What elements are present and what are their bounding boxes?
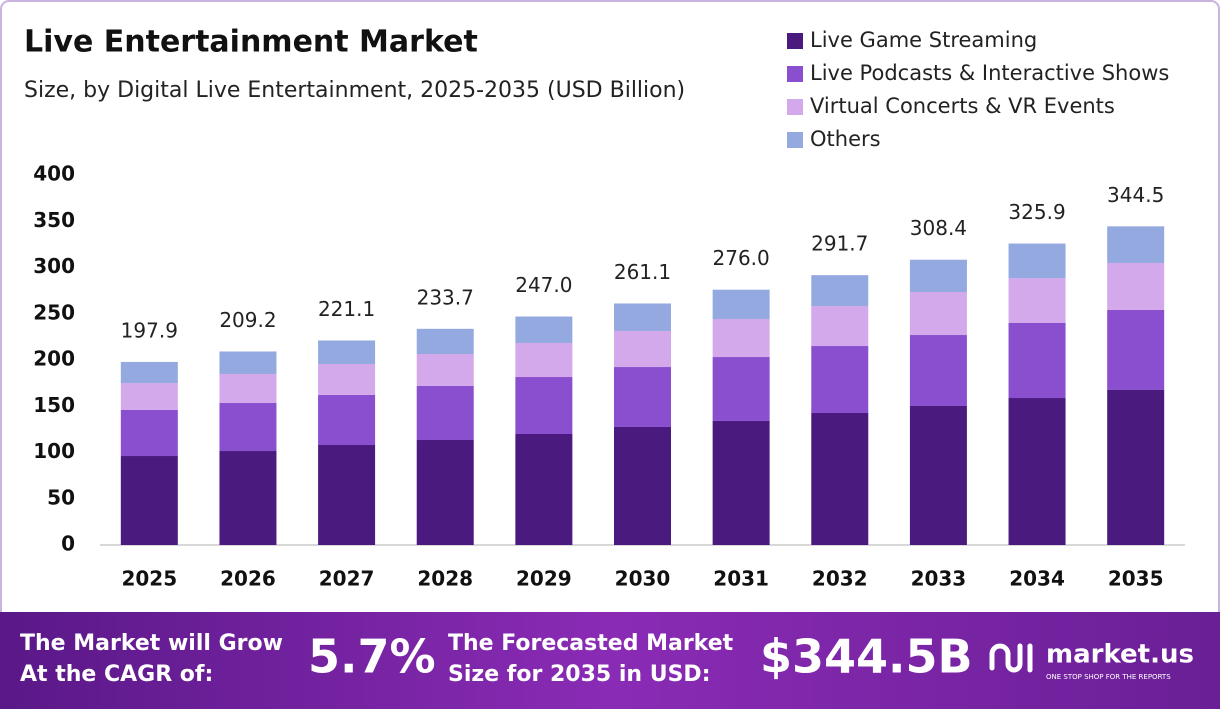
legend-label: Others [810,127,881,151]
x-tick-label: 2030 [615,567,671,591]
bar-segment [318,340,376,364]
bar-segment [811,413,869,545]
bar-segment [909,292,967,336]
total-label: 276.0 [713,246,770,270]
x-tick-label: 2026 [220,567,276,591]
total-label: 344.5 [1107,183,1164,207]
bar-segment [318,394,376,446]
bar-segment [614,303,671,331]
bar-segment [120,361,178,384]
y-tick-label: 150 [33,393,75,417]
x-tick-label: 2027 [319,567,375,591]
legend-swatch [787,132,803,148]
total-label: 209.2 [219,308,276,332]
footer-banner [0,612,1220,709]
x-tick-label: 2028 [417,567,473,591]
bar-segment [515,434,573,545]
bar-segment [1008,243,1066,279]
brand-logo [989,643,1033,673]
y-tick-label: 100 [33,439,75,463]
bar-segment [811,346,869,414]
bar-segment [416,385,474,441]
brand-tagline: ONE STOP SHOP FOR THE REPORTS [1046,673,1171,681]
chart-title: Live Entertainment Market [24,25,478,60]
bar-segment [1107,389,1165,545]
footer-text: At the CAGR of: [20,662,213,687]
bar-segment [614,426,671,545]
bar-segment [120,409,178,457]
total-label: 308.4 [910,216,967,240]
bar-segment [219,403,277,452]
bar-segment [712,319,770,358]
total-label: 291.7 [811,232,868,256]
bar-segment [1008,398,1066,545]
total-label: 261.1 [614,260,671,284]
bar-segment [219,351,277,374]
bar-segment [219,373,277,404]
x-tick-label: 2025 [121,567,177,591]
x-tick-label: 2033 [911,567,967,591]
bar-segment [909,335,967,406]
bar-segment [909,405,967,545]
bar-segment [811,305,869,347]
x-tick-label: 2029 [516,567,572,591]
bar-segment [515,377,573,434]
bar-segment [1107,226,1165,263]
x-tick-label: 2034 [1009,567,1065,591]
bar-segment [712,289,770,320]
bar-segment [1107,262,1165,310]
bar-segment [909,259,967,293]
bar-segment [1107,309,1165,390]
bar-segment [219,451,277,545]
y-tick-label: 400 [33,162,75,186]
chart-subtitle: Size, by Digital Live Entertainment, 202… [24,78,685,103]
bar-segment [712,420,770,545]
bar-segment [416,328,474,354]
bar-segment [614,330,671,368]
bar-segment [811,275,869,306]
bar-segment [120,383,178,410]
x-tick-label: 2031 [713,567,769,591]
y-tick-label: 50 [47,485,75,509]
footer-text: The Market will Grow [20,631,283,656]
y-tick-label: 250 [33,300,75,324]
bar-segment [515,316,573,343]
bar-segment [515,342,573,378]
bar-segment [416,353,474,386]
bar-segment [318,363,376,395]
cagr-value: 5.7% [308,630,436,684]
bar-segment [318,445,376,545]
y-tick-label: 350 [33,208,75,232]
footer-text: Size for 2035 in USD: [448,662,711,687]
legend-swatch [787,33,803,49]
forecast-value: $344.5B [760,630,973,684]
total-label: 197.9 [121,318,178,342]
bar-segment [416,440,474,545]
bar-segment [1008,278,1066,323]
footer-text: The Forecasted Market [448,631,734,656]
total-label: 325.9 [1008,200,1065,224]
x-tick-label: 2032 [812,567,868,591]
bar-segment [614,367,671,427]
bar-segment [712,357,770,421]
legend-label: Live Game Streaming [810,28,1037,52]
brand-name: market.us [1046,640,1194,670]
legend-label: Live Podcasts & Interactive Shows [810,61,1169,85]
total-label: 247.0 [515,273,572,297]
y-tick-label: 200 [33,347,75,371]
total-label: 233.7 [417,285,474,309]
y-tick-label: 300 [33,254,75,278]
legend-swatch [787,99,803,115]
total-label: 221.1 [318,297,375,321]
legend-swatch [787,66,803,82]
y-tick-label: 0 [61,532,75,556]
legend-label: Virtual Concerts & VR Events [810,94,1115,118]
bar-segment [1008,323,1066,399]
bar-segment [120,456,178,545]
x-tick-label: 2035 [1108,567,1164,591]
